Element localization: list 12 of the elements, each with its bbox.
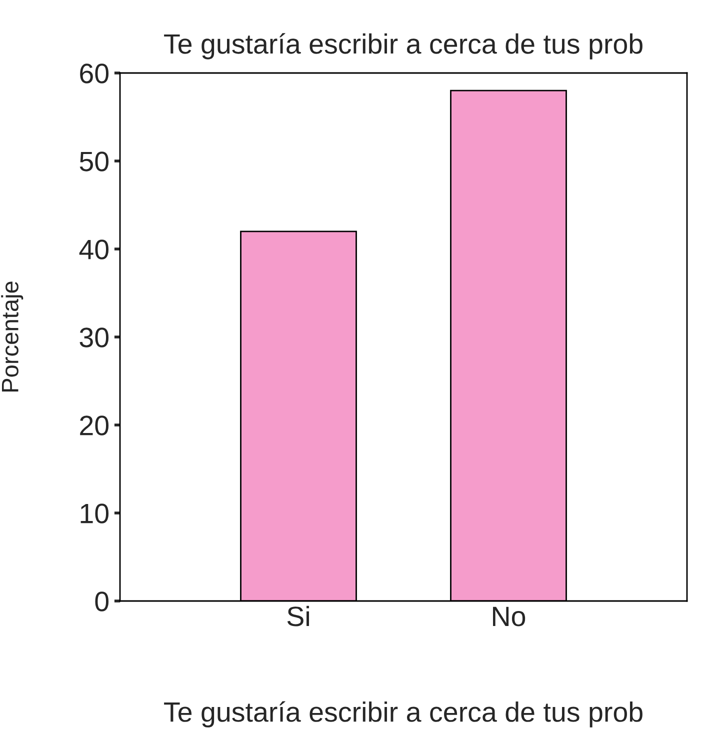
x-tick-label: Si <box>287 606 309 626</box>
y-tick-label: 40 <box>79 240 108 260</box>
y-tick-label: 60 <box>80 64 108 84</box>
x-axis-title: Te gustaría escribir a cerca de tus prob <box>164 701 642 728</box>
y-tick-label: 50 <box>80 152 108 172</box>
y-tick-label: 20 <box>80 416 108 436</box>
y-tick-label: 0 <box>95 592 108 612</box>
y-tick-label: 30 <box>80 328 108 348</box>
y-axis-title: Porcentaje <box>1 282 24 392</box>
y-tick-label: 10 <box>80 504 108 524</box>
x-tick-label: No <box>493 606 526 626</box>
chart-title: Te gustaría escribir a cerca de tus prob <box>164 33 642 60</box>
